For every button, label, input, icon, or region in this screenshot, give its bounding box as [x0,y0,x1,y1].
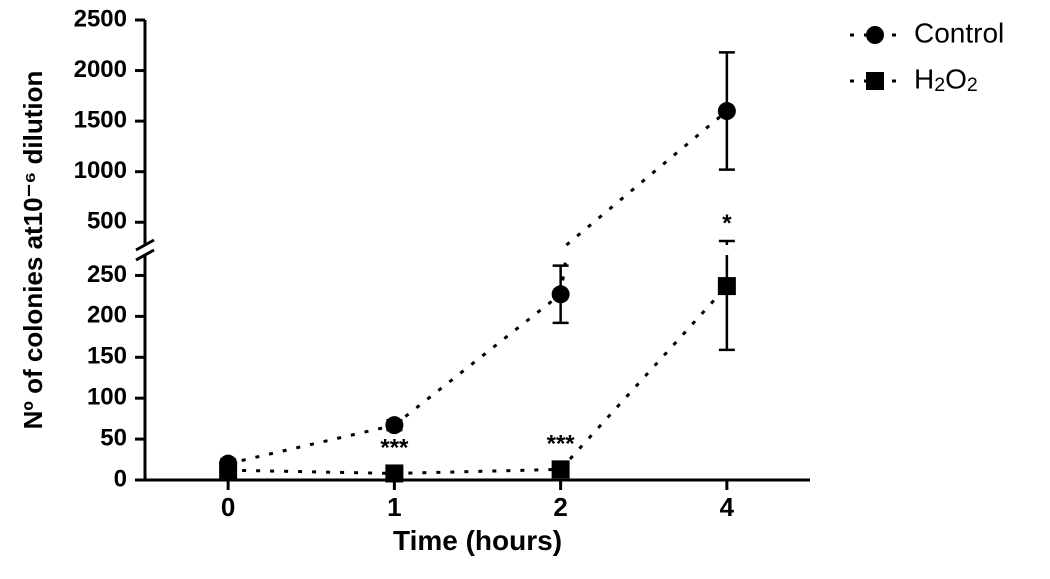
y-tick-label: 100 [87,384,127,411]
x-tick-label: 2 [553,492,567,522]
y-tick-label: 1500 [74,106,127,133]
x-tick-label: 0 [221,492,235,522]
significance-label: *** [547,430,576,457]
data-marker [385,416,403,434]
y-tick-label: 50 [100,424,127,451]
series-line [228,470,394,473]
series-line [228,425,394,463]
x-tick-label: 1 [387,492,401,522]
y-tick-label: 2000 [74,56,127,83]
series-line [394,469,560,473]
y-tick-label: 200 [87,302,127,329]
y-axis-label: Nº of colonies at10⁻⁶ dilution [18,71,48,430]
x-tick-label: 4 [720,492,735,522]
data-marker [718,102,736,120]
y-tick-label: 150 [87,343,127,370]
data-marker [552,460,570,478]
y-tick-label: 250 [87,261,127,288]
significance-label: * [722,210,732,237]
series-line [561,286,727,469]
legend-label: H2O2 [914,63,978,96]
significance-label: *** [380,434,409,461]
x-axis-label: Time (hours) [393,525,562,556]
y-tick-label: 2500 [74,5,127,32]
legend-label: Control [914,17,1004,48]
data-marker [385,464,403,482]
series-line [394,294,560,425]
series-line [566,111,726,245]
data-marker [552,285,570,303]
y-tick-label: 1000 [74,157,127,184]
data-marker [718,277,736,295]
y-tick-label: 0 [114,465,127,492]
legend-marker [866,72,884,90]
y-tick-label: 500 [87,208,127,235]
legend-marker [866,26,884,44]
data-marker [219,461,237,479]
